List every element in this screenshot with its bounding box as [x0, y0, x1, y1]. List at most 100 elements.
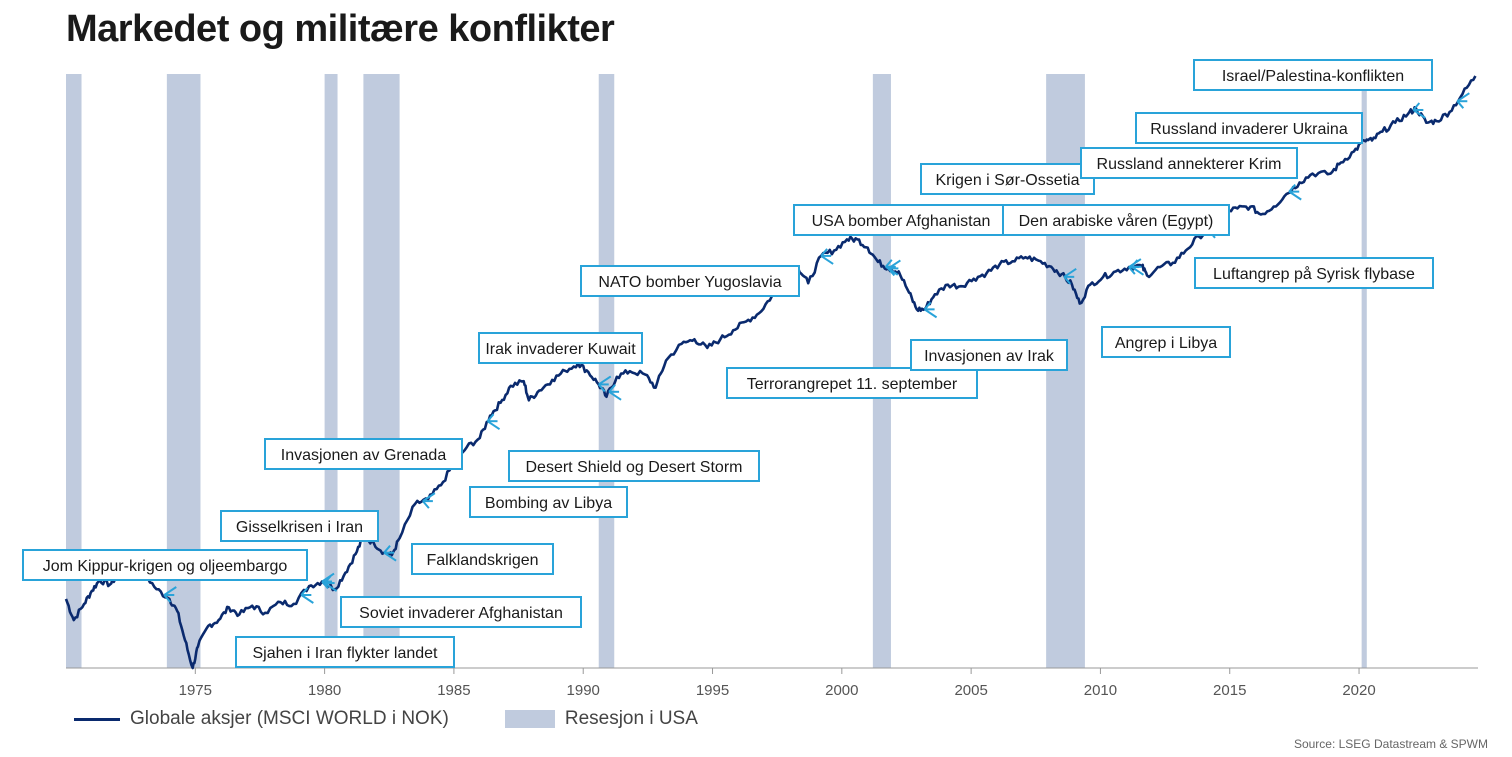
legend-series-label: Globale aksjer (MSCI WORLD i NOK): [130, 708, 449, 729]
annotation-box-6: [469, 486, 628, 518]
arrow-shaft-6: [486, 420, 501, 431]
arrow-head-a-7: [597, 383, 606, 393]
annotation-markers: [163, 92, 1470, 604]
arrow-head-a-19: [1456, 100, 1465, 109]
x-tick-label-2005: 2005: [954, 682, 987, 699]
arrow-head-a-0: [163, 594, 172, 603]
recession-band-7: [1361, 74, 1367, 668]
annotation-box-13: [920, 163, 1095, 195]
arrow-shaft-17: [1288, 190, 1302, 201]
legend: Globale aksjer (MSCI WORLD i NOK) Resesj…: [74, 708, 698, 730]
recession-band-0: [66, 74, 82, 668]
annotation-label-17: Luftangrep på Syrisk flybase: [1213, 265, 1415, 283]
annotation-arrow-4: [383, 545, 397, 562]
annotation-box-7: [478, 332, 643, 364]
annotation-9: NATO bomber Yugoslavia: [580, 265, 800, 297]
annotation-label-9: NATO bomber Yugoslavia: [598, 274, 781, 291]
annotation-19: Israel/Palestina-konflikten: [1193, 59, 1433, 91]
legend-recession-label: Resesjon i USA: [564, 708, 698, 729]
arrow-head-a-4: [383, 545, 391, 554]
arrow-head-a-12: [923, 301, 932, 311]
arrow-shaft-12: [924, 308, 938, 319]
arrow-head-a-13: [1063, 276, 1071, 285]
annotation-1: Sjahen i Iran flykter landet: [235, 636, 455, 668]
annotation-11: Terrorangrepet 11. september: [726, 367, 978, 399]
annotation-arrow-9: [820, 248, 834, 265]
annotation-box-3: [340, 596, 582, 628]
annotation-box-16: [1080, 147, 1298, 179]
annotation-label-5: Invasjonen av Grenada: [281, 447, 447, 464]
annotation-label-11: Terrorangrepet 11. september: [747, 376, 958, 393]
arrow-head-a-3: [323, 575, 332, 584]
annotation-arrow-13: [1063, 268, 1077, 285]
annotation-label-12: Invasjonen av Irak: [924, 348, 1055, 365]
annotation-7: Irak invaderer Kuwait: [478, 332, 643, 364]
arrow-shaft-2: [321, 572, 335, 583]
annotation-4: Falklandskrigen: [411, 543, 554, 575]
source-note: Source: LSEG Datastream & SPWM: [1293, 737, 1488, 751]
annotation-arrow-1: [300, 587, 314, 604]
x-axis-ticks: 1975 1980 1985 1990 1995 2000 2005 2010 2015 2020: [179, 668, 1376, 699]
annotation-label-2: Gisselkrisen i Iran: [236, 519, 363, 536]
arrow-shaft-8: [608, 390, 622, 401]
x-tick-label-1975: 1975: [179, 682, 212, 699]
annotation-arrow-3: [323, 575, 338, 592]
annotation-arrow-18: [1412, 102, 1426, 119]
annotation-boxes: Jom Kippur-krigen og oljeembargo Sjahen i…: [22, 59, 1434, 668]
annotation-10: USA bomber Afghanistan: [793, 204, 1009, 236]
arrow-shaft-4: [383, 551, 397, 562]
annotation-label-16: Russland annekterer Krim: [1097, 156, 1282, 173]
annotation-8: Desert Shield og Desert Storm: [508, 450, 760, 482]
annotation-label-13: Krigen i Sør-Ossetia: [935, 172, 1079, 189]
annotation-box-4: [411, 543, 554, 575]
x-tick-label-1985: 1985: [437, 682, 470, 699]
annotation-box-14: [1002, 204, 1230, 236]
arrow-head-a-14: [1128, 266, 1136, 275]
arrow-head-a-15: [1130, 259, 1139, 268]
arrow-head-a-18: [1412, 102, 1421, 111]
annotation-box-19: [1193, 59, 1433, 91]
annotation-arrow-12: [923, 301, 938, 319]
annotation-6: Bombing av Libya: [469, 486, 628, 518]
annotation-arrow-6: [486, 413, 501, 431]
arrow-shaft-19: [1456, 92, 1470, 103]
arrow-head-a-1: [300, 587, 309, 596]
annotation-label-19: Israel/Palestina-konflikten: [1222, 68, 1404, 85]
arrow-shaft-3: [324, 582, 338, 592]
annotation-label-6: Bombing av Libya: [485, 495, 612, 512]
arrow-head-a-6: [486, 413, 495, 422]
arrow-shaft-1: [300, 594, 314, 604]
annotation-12: Invasjonen av Irak: [910, 339, 1068, 371]
x-tick-label-2020: 2020: [1342, 682, 1375, 699]
arrow-head-a-8: [608, 384, 616, 393]
annotation-box-2: [220, 510, 379, 542]
x-tick-label-2000: 2000: [825, 682, 858, 699]
x-tick-label-2010: 2010: [1084, 682, 1117, 699]
arrow-shaft-0: [163, 586, 177, 596]
annotation-box-8: [508, 450, 760, 482]
annotation-3: Soviet invaderer Afghanistan: [340, 596, 582, 628]
arrow-shaft-5: [422, 492, 436, 502]
annotation-label-18: Russland invaderer Ukraina: [1150, 121, 1348, 138]
annotation-label-10: USA bomber Afghanistan: [812, 213, 991, 230]
annotation-label-3: Soviet invaderer Afghanistan: [359, 605, 563, 622]
annotation-label-0: Jom Kippur-krigen og oljeembargo: [43, 558, 288, 575]
annotation-arrow-0: [163, 586, 177, 603]
annotation-arrow-7: [597, 375, 612, 393]
annotation-label-14: Den arabiske våren (Egypt): [1019, 212, 1214, 230]
arrow-shaft-11: [885, 265, 899, 276]
arrow-shaft-9: [820, 255, 834, 265]
annotation-2: Gisselkrisen i Iran: [220, 510, 379, 542]
annotation-label-15: Angrep i Libya: [1115, 335, 1217, 352]
annotation-arrow-5: [422, 492, 436, 509]
annotation-label-4: Falklandskrigen: [426, 552, 538, 569]
annotation-label-1: Sjahen i Iran flykter landet: [253, 645, 439, 662]
annotation-box-18: [1135, 112, 1363, 144]
annotation-box-5: [264, 438, 463, 470]
arrow-head-a-5: [422, 500, 430, 509]
annotation-arrow-19: [1456, 92, 1470, 109]
annotation-box-15: [1101, 326, 1231, 358]
arrow-shaft-15: [1130, 266, 1145, 276]
annotation-arrow-17: [1288, 183, 1302, 201]
